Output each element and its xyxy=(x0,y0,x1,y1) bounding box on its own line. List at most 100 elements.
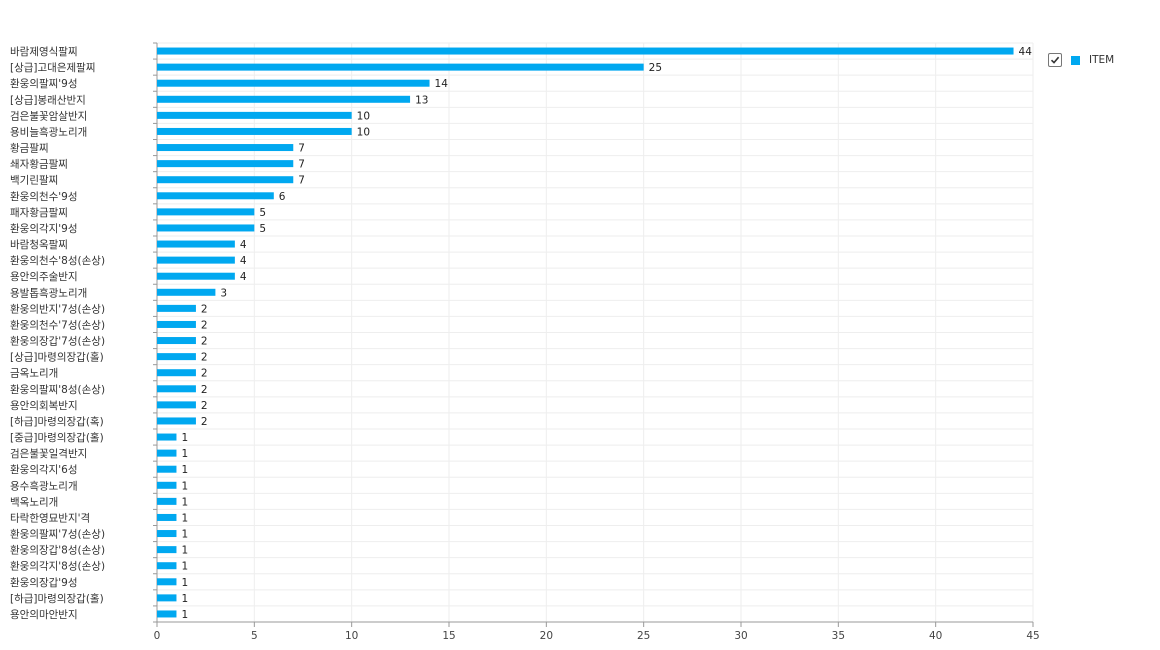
category-label: 금옥노리개 xyxy=(10,368,58,380)
value-label: 2 xyxy=(201,416,208,428)
category-label: [상급]고대은제팔찌 xyxy=(10,62,95,74)
value-label: 13 xyxy=(415,94,428,106)
bar xyxy=(157,433,177,441)
value-label: 2 xyxy=(201,368,208,380)
bar xyxy=(157,353,196,361)
value-label: 2 xyxy=(201,352,208,364)
bar xyxy=(157,192,274,200)
bar xyxy=(157,610,177,618)
value-label: 7 xyxy=(298,175,305,187)
x-tick-label: 25 xyxy=(637,630,650,642)
bar xyxy=(157,224,255,232)
category-label: 타락한영묘반지'격 xyxy=(10,511,90,524)
x-tick-label: 20 xyxy=(540,630,553,642)
value-label: 1 xyxy=(181,432,188,444)
category-label: 용안의회복반지 xyxy=(10,400,78,412)
category-label: 환웅의각지'8성(손상) xyxy=(10,561,105,573)
value-label: 1 xyxy=(181,512,188,524)
category-label: 용수흑광노리개 xyxy=(10,479,78,492)
bar xyxy=(157,111,352,119)
category-label: 검은불꽃일격반지 xyxy=(10,447,87,460)
category-label: 환웅의각지'9성 xyxy=(10,223,78,235)
value-label: 4 xyxy=(240,239,247,251)
legend-checkbox[interactable] xyxy=(1048,53,1062,67)
bar xyxy=(157,546,177,554)
bar xyxy=(157,369,196,377)
category-label: 환웅의천수'8성(손상) xyxy=(10,255,105,267)
category-label: 환웅의장갑'8성(손상) xyxy=(10,545,105,557)
bar xyxy=(157,481,177,489)
bar xyxy=(157,95,411,103)
value-label: 7 xyxy=(298,143,305,155)
bar xyxy=(157,562,177,570)
category-label: 환웅의장갑'9성 xyxy=(10,577,78,589)
bar xyxy=(157,513,177,521)
value-label: 1 xyxy=(181,480,188,492)
category-label: 용안의마안반지 xyxy=(10,609,78,621)
bar xyxy=(157,79,430,87)
category-label: 환웅의천수'7성(손상) xyxy=(10,319,105,331)
category-label: [하급]마령의장갑(홀) xyxy=(10,592,104,605)
x-tick-label: 45 xyxy=(1026,630,1039,642)
bar xyxy=(157,320,196,328)
category-label: 환웅의장갑'7성(손상) xyxy=(10,336,105,348)
value-label: 1 xyxy=(181,561,188,573)
value-label: 7 xyxy=(298,159,305,171)
category-label: 환웅의팔찌'7성(손상) xyxy=(10,529,105,541)
value-label: 25 xyxy=(649,62,662,74)
x-tick-label: 30 xyxy=(734,630,747,642)
category-label: 환웅의팔찌'8성(손상) xyxy=(10,384,105,396)
bar xyxy=(157,176,294,184)
legend-label: ITEM xyxy=(1089,54,1115,66)
bar xyxy=(157,240,235,248)
value-label: 2 xyxy=(201,384,208,396)
category-label: [상급]마령의장갑(홀) xyxy=(10,351,104,364)
legend: ITEM xyxy=(1048,53,1114,67)
value-label: 10 xyxy=(357,110,370,122)
category-label: 검은불꽃암살반지 xyxy=(10,110,87,122)
category-label: 황금팔찌 xyxy=(10,143,49,155)
bar xyxy=(157,208,255,216)
bar xyxy=(157,465,177,473)
value-label: 44 xyxy=(1019,46,1033,58)
bar xyxy=(157,578,177,586)
category-label: 용발톱흑광노리개 xyxy=(10,286,87,299)
category-label: 환웅의천수'9성 xyxy=(10,191,78,203)
category-label: 백옥노리개 xyxy=(10,496,58,508)
value-label: 3 xyxy=(220,287,227,299)
bar xyxy=(157,530,177,538)
bar xyxy=(157,401,196,409)
value-label: 6 xyxy=(279,191,286,203)
x-tick-label: 40 xyxy=(929,630,942,642)
bar xyxy=(157,47,1014,55)
bar xyxy=(157,385,196,393)
value-label: 1 xyxy=(181,496,188,508)
bar xyxy=(157,256,235,264)
category-label: 백기린팔찌 xyxy=(10,175,58,187)
bar xyxy=(157,304,196,312)
bar xyxy=(157,144,294,152)
value-label: 1 xyxy=(181,593,188,605)
value-label: 14 xyxy=(435,78,449,90)
category-label: 환웅의반지'7성(손상) xyxy=(10,303,105,315)
category-label: 환웅의각지'6성 xyxy=(10,464,78,476)
value-label: 1 xyxy=(181,545,188,557)
value-label: 2 xyxy=(201,400,208,412)
category-label: 바람제영식팔찌 xyxy=(10,45,78,58)
x-tick-label: 0 xyxy=(154,630,161,642)
value-label: 1 xyxy=(181,529,188,541)
bar xyxy=(157,594,177,602)
value-label: 4 xyxy=(240,271,247,283)
bar xyxy=(157,417,196,425)
value-label: 5 xyxy=(259,223,266,235)
bar xyxy=(157,288,216,296)
value-label: 2 xyxy=(201,303,208,315)
category-label: 환웅의팔찌'9성 xyxy=(10,78,78,90)
value-label: 10 xyxy=(357,126,370,138)
checkmark-icon xyxy=(1050,56,1060,64)
value-label: 5 xyxy=(259,207,266,219)
value-label: 1 xyxy=(181,609,188,621)
x-tick-label: 5 xyxy=(251,630,258,642)
x-tick-label: 10 xyxy=(345,630,358,642)
